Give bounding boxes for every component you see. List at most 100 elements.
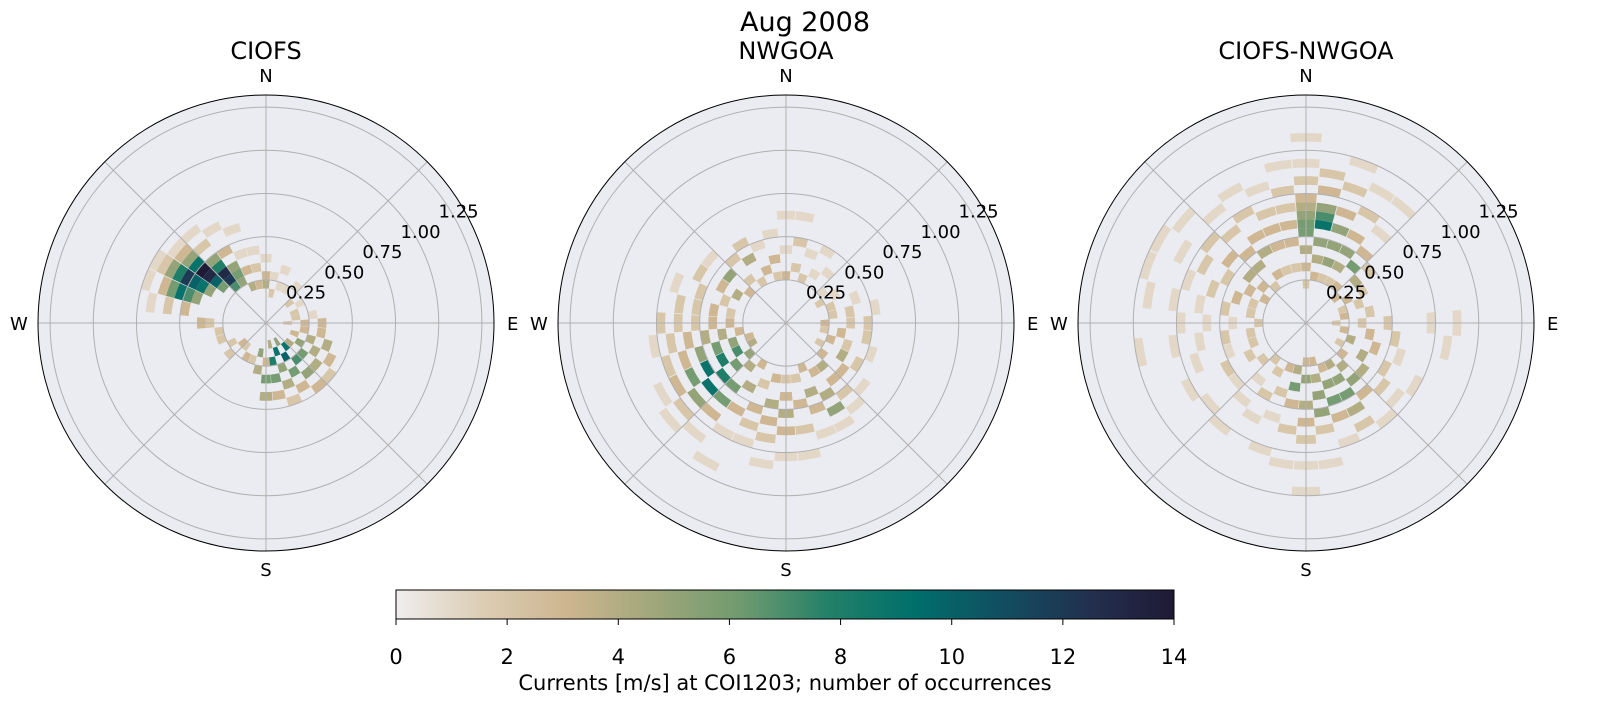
histogram-cell — [1244, 181, 1270, 198]
histogram-cell — [700, 402, 722, 422]
histogram-cell — [658, 407, 682, 433]
radial-tick-label: 1.25 — [439, 202, 479, 223]
histogram-cell — [815, 424, 837, 440]
radial-tick-label: 0.75 — [882, 242, 922, 263]
histogram-cell — [1251, 372, 1267, 387]
colorbar-tick-label: 0 — [389, 645, 402, 669]
histogram-cell — [231, 268, 244, 281]
histogram-cell — [1331, 260, 1346, 274]
histogram-cell — [1251, 259, 1267, 274]
histogram-cell — [216, 244, 233, 260]
histogram-cell — [1271, 268, 1284, 281]
histogram-cell — [300, 365, 315, 380]
histogram-cell — [156, 254, 174, 276]
histogram-cell — [825, 334, 837, 345]
histogram-cell — [668, 374, 687, 397]
histogram-cell — [1348, 274, 1363, 289]
radial-tick-label: 0.25 — [806, 283, 846, 304]
histogram-cell — [1345, 372, 1361, 387]
histogram-cell — [808, 268, 821, 281]
histogram-cell — [1241, 408, 1262, 425]
histogram-cell — [1259, 293, 1271, 305]
histogram-cell — [760, 264, 773, 276]
radial-tick-label: 1.00 — [920, 222, 960, 243]
histogram-cell — [729, 357, 744, 372]
panel-title-ciofs: CIOFS — [230, 37, 301, 65]
histogram-cell — [1208, 414, 1232, 436]
histogram-cell — [1368, 341, 1382, 356]
histogram-cell — [653, 381, 673, 407]
histogram-cell — [1355, 283, 1369, 298]
histogram-cell — [280, 283, 291, 295]
histogram-cell — [833, 415, 855, 433]
histogram-cell — [1355, 384, 1373, 401]
histogram-cell — [1196, 254, 1214, 276]
histogram-cell — [700, 359, 716, 378]
histogram-cell — [708, 303, 720, 317]
histogram-cell — [734, 326, 745, 337]
histogram-cell — [222, 222, 242, 237]
histogram-cell — [217, 266, 232, 281]
colorbar-tick-label: 4 — [612, 645, 625, 669]
compass-label-n: N — [259, 66, 272, 87]
colorbar-tick-label: 10 — [938, 645, 965, 669]
histogram-cell — [1245, 327, 1256, 339]
histogram-cell — [701, 249, 719, 269]
histogram-cell — [1392, 347, 1407, 367]
histogram-cell — [1346, 229, 1366, 245]
histogram-cell — [1288, 381, 1301, 392]
histogram-cell — [849, 356, 865, 373]
histogram-cell — [825, 301, 837, 312]
angular-gridline — [1305, 322, 1468, 485]
histogram-cell — [140, 268, 157, 292]
histogram-cell — [252, 364, 263, 375]
compass-label-s: S — [780, 560, 791, 581]
histogram-cell — [710, 341, 724, 356]
histogram-cell — [1205, 279, 1220, 299]
histogram-cell — [1220, 359, 1236, 378]
histogram-cell — [247, 354, 257, 365]
histogram-cell — [1355, 362, 1370, 378]
histogram-cell — [289, 308, 300, 317]
histogram-cell — [673, 397, 695, 421]
histogram-cell — [848, 290, 862, 305]
histogram-cell — [241, 351, 252, 363]
histogram-cell — [1256, 386, 1273, 402]
histogram-cell — [722, 268, 737, 284]
histogram-cell — [289, 329, 300, 338]
histogram-cell — [825, 372, 841, 387]
histogram-cell — [1370, 224, 1392, 244]
histogram-cell — [299, 326, 309, 335]
histogram-cell — [180, 268, 196, 287]
histogram-cell — [1284, 362, 1295, 374]
angular-gridline — [104, 161, 267, 324]
histogram-cell — [1321, 256, 1335, 269]
histogram-cell — [1283, 236, 1299, 248]
histogram-cell — [280, 341, 291, 352]
histogram-cell — [836, 327, 847, 339]
histogram-cell — [247, 281, 257, 292]
histogram-cell — [853, 377, 871, 397]
histogram-cell — [731, 288, 744, 301]
histogram-cell — [1317, 362, 1328, 374]
histogram-cell — [756, 358, 768, 370]
colorbar-tick-label: 8 — [834, 645, 847, 669]
angular-gridline — [785, 161, 948, 324]
histogram-cell — [174, 243, 193, 264]
histogram-cell — [275, 281, 285, 292]
histogram-cell — [1330, 222, 1350, 237]
histogram-cell — [770, 373, 782, 384]
radial-tick-label: 0.75 — [362, 242, 402, 263]
compass-label-e: E — [507, 314, 518, 335]
histogram-cell — [188, 256, 205, 274]
histogram-cell — [790, 373, 802, 384]
histogram-cell — [1385, 387, 1405, 409]
colorbar-gradient — [395, 589, 1175, 620]
histogram-cell — [1239, 245, 1257, 262]
histogram-cell — [257, 348, 264, 358]
histogram-cell — [684, 367, 701, 388]
histogram-cell — [1313, 406, 1331, 418]
histogram-cell — [1321, 377, 1335, 390]
histogram-cell — [1194, 294, 1206, 314]
histogram-cell — [1273, 385, 1288, 399]
